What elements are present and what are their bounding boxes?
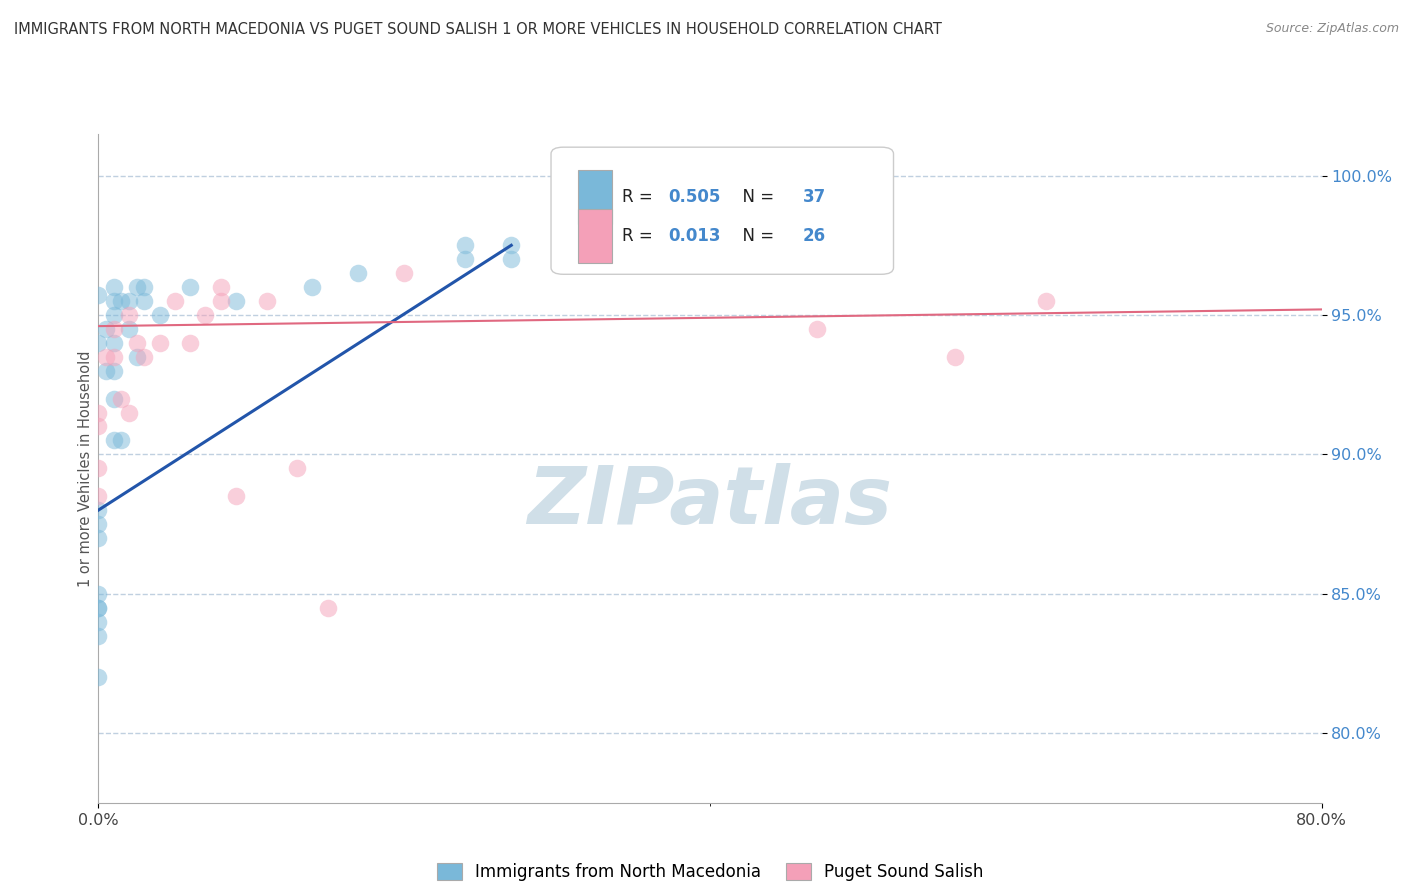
Point bbox=[209, 280, 232, 294]
Point bbox=[103, 322, 125, 336]
Point bbox=[806, 322, 828, 336]
Point bbox=[1035, 294, 1057, 309]
Point bbox=[110, 392, 132, 406]
Point bbox=[103, 294, 125, 309]
Point bbox=[103, 308, 125, 322]
Point bbox=[87, 615, 110, 629]
Point bbox=[943, 350, 966, 364]
Bar bbox=[578, 170, 612, 224]
Point bbox=[87, 419, 110, 434]
Point bbox=[125, 280, 148, 294]
Text: 37: 37 bbox=[803, 188, 827, 206]
Point bbox=[87, 670, 110, 684]
Text: 0.505: 0.505 bbox=[668, 188, 721, 206]
Point bbox=[316, 600, 339, 615]
Point bbox=[118, 294, 141, 309]
Point bbox=[103, 280, 125, 294]
Point bbox=[87, 587, 110, 601]
Text: ZIPatlas: ZIPatlas bbox=[527, 463, 893, 541]
Point bbox=[134, 294, 156, 309]
Point bbox=[149, 335, 172, 350]
Text: 0.013: 0.013 bbox=[668, 227, 721, 244]
Point bbox=[87, 531, 110, 545]
Point bbox=[301, 280, 323, 294]
Point bbox=[87, 288, 110, 302]
Point bbox=[110, 434, 132, 448]
Point bbox=[103, 350, 125, 364]
Point bbox=[87, 503, 110, 517]
Point bbox=[87, 489, 110, 503]
Point bbox=[87, 461, 110, 475]
Text: IMMIGRANTS FROM NORTH MACEDONIA VS PUGET SOUND SALISH 1 OR MORE VEHICLES IN HOUS: IMMIGRANTS FROM NORTH MACEDONIA VS PUGET… bbox=[14, 22, 942, 37]
Text: Source: ZipAtlas.com: Source: ZipAtlas.com bbox=[1265, 22, 1399, 36]
Point bbox=[225, 294, 247, 309]
Point bbox=[87, 517, 110, 532]
Point bbox=[134, 350, 156, 364]
Point bbox=[103, 364, 125, 378]
Point bbox=[225, 489, 247, 503]
Point bbox=[118, 406, 141, 420]
Point bbox=[94, 350, 117, 364]
FancyBboxPatch shape bbox=[551, 147, 894, 275]
Point bbox=[103, 335, 125, 350]
Point bbox=[87, 600, 110, 615]
Legend: Immigrants from North Macedonia, Puget Sound Salish: Immigrants from North Macedonia, Puget S… bbox=[436, 863, 984, 881]
Point bbox=[285, 461, 308, 475]
Point bbox=[163, 294, 186, 309]
Point bbox=[392, 266, 416, 280]
Point bbox=[125, 335, 148, 350]
Text: 26: 26 bbox=[803, 227, 827, 244]
Point bbox=[118, 308, 141, 322]
Point bbox=[179, 335, 201, 350]
Point bbox=[94, 364, 117, 378]
Point bbox=[501, 238, 523, 252]
Point bbox=[103, 392, 125, 406]
Point bbox=[347, 266, 370, 280]
Point bbox=[179, 280, 201, 294]
Point bbox=[256, 294, 278, 309]
Point bbox=[87, 406, 110, 420]
Point bbox=[454, 252, 477, 267]
Point bbox=[134, 280, 156, 294]
Point bbox=[209, 294, 232, 309]
Point bbox=[103, 434, 125, 448]
Point bbox=[87, 335, 110, 350]
Point bbox=[87, 600, 110, 615]
Text: N =: N = bbox=[733, 227, 779, 244]
Point bbox=[110, 294, 132, 309]
Bar bbox=[578, 209, 612, 262]
Point bbox=[94, 322, 117, 336]
Point bbox=[87, 629, 110, 643]
Point bbox=[454, 238, 477, 252]
Point bbox=[118, 322, 141, 336]
Point bbox=[501, 252, 523, 267]
Text: N =: N = bbox=[733, 188, 779, 206]
Point bbox=[125, 350, 148, 364]
Point bbox=[194, 308, 217, 322]
Text: R =: R = bbox=[621, 188, 658, 206]
Point bbox=[149, 308, 172, 322]
Y-axis label: 1 or more Vehicles in Household: 1 or more Vehicles in Household bbox=[77, 350, 93, 587]
Text: R =: R = bbox=[621, 227, 658, 244]
